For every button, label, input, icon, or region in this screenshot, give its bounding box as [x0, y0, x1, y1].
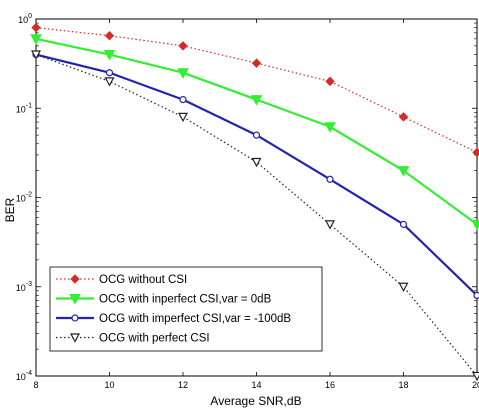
x-tick-label: 16	[325, 380, 335, 390]
data-point	[398, 282, 409, 293]
y-tick-label: 100	[18, 13, 32, 25]
series-layer	[30, 22, 479, 382]
data-point	[104, 77, 115, 87]
y-tick-label: 10-1	[16, 102, 32, 114]
x-tick-label: 8	[33, 380, 38, 390]
data-point	[105, 69, 114, 77]
legend: OCG without CSI OCG with inperfect CSI,va…	[49, 266, 323, 352]
legend-box	[49, 266, 323, 352]
y-tick-base: 10	[16, 194, 26, 204]
x-tick-label: 14	[251, 380, 261, 390]
data-point	[178, 41, 188, 51]
y-tick-label: 10-4	[16, 370, 32, 382]
data-point	[31, 22, 41, 33]
y-tick-exponent: 0	[28, 13, 32, 20]
data-point	[399, 220, 408, 228]
data-point	[70, 274, 80, 284]
data-point	[30, 34, 42, 45]
x-tick-label: 12	[178, 380, 188, 390]
data-point	[31, 50, 41, 60]
data-point	[326, 175, 334, 183]
y-tick-exponent: -3	[26, 281, 32, 288]
y-tick-base: 10	[18, 15, 28, 25]
data-point	[472, 371, 479, 382]
y-tick-exponent: -2	[26, 192, 32, 199]
data-point	[70, 333, 80, 343]
legend-label: OCG with inperfect CSI,var = 0dB	[99, 294, 272, 306]
data-point	[251, 58, 262, 68]
data-point	[69, 294, 81, 305]
y-tick-exponent: -1	[26, 102, 32, 109]
legend-label: OCG without CSI	[99, 274, 187, 286]
data-point	[179, 96, 187, 104]
data-point	[104, 30, 115, 41]
x-tick-label: 18	[398, 380, 408, 390]
y-tick-base: 10	[16, 372, 26, 382]
data-point	[324, 122, 336, 133]
data-point	[471, 219, 479, 231]
data-point	[177, 68, 189, 79]
data-point	[397, 166, 410, 177]
data-point	[251, 157, 262, 168]
x-tick-label: 10	[104, 380, 114, 390]
x-tick-label: 20	[472, 380, 479, 390]
legend-label: OCG with imperfect CSI,var = -100dB	[99, 313, 291, 325]
series	[31, 50, 479, 382]
data-point	[398, 112, 409, 122]
y-tick-exponent: -4	[26, 370, 32, 377]
y-tick-label: 10-3	[16, 281, 32, 293]
data-point	[103, 50, 116, 61]
series	[30, 34, 479, 231]
y-tick-base: 10	[16, 104, 26, 114]
data-point	[473, 291, 479, 299]
data-point	[325, 76, 335, 87]
data-point	[250, 95, 263, 106]
x-axis-label: Average SNR,dB	[210, 394, 301, 408]
data-point	[252, 131, 261, 139]
data-point	[71, 314, 79, 322]
series	[31, 22, 479, 158]
y-axis-label: BER	[3, 197, 17, 222]
data-point	[178, 112, 188, 123]
axes-layer: 810121416182010010-110-210-310-4	[16, 13, 479, 390]
y-tick-base: 10	[16, 283, 26, 293]
legend-label: OCG with perfect CSI	[99, 333, 210, 345]
y-tick-label: 10-2	[16, 192, 32, 204]
data-point	[325, 220, 335, 230]
data-point	[472, 147, 479, 158]
